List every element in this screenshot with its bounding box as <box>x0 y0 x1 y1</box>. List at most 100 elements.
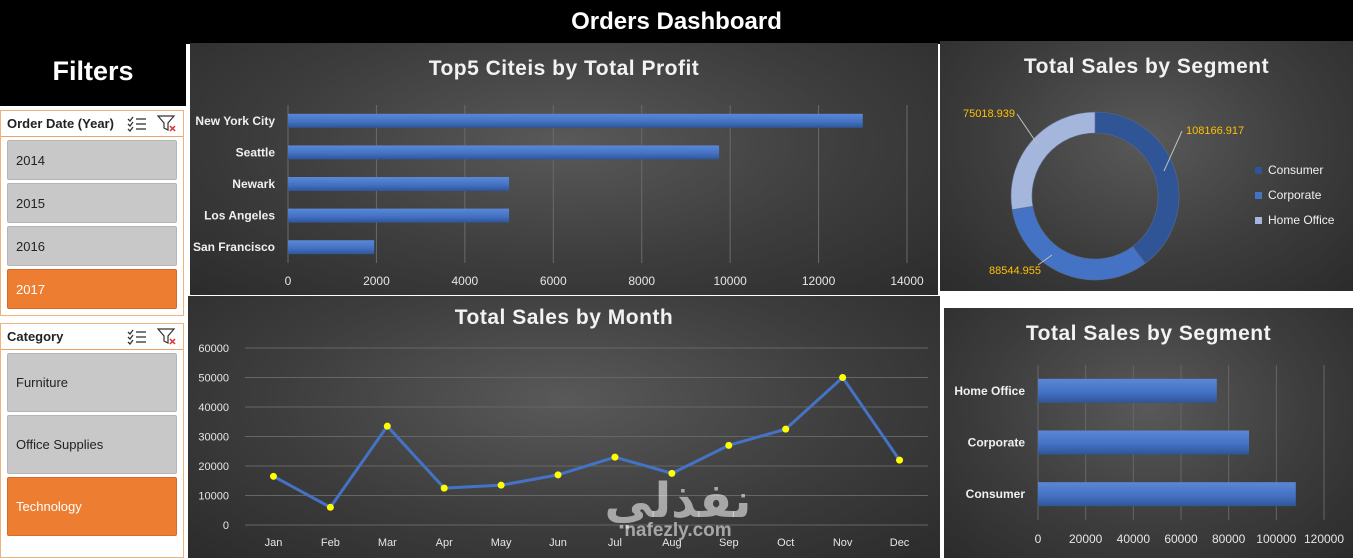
x-tick-label: Jan <box>265 537 283 549</box>
segment-bar-panel: Total Sales by Segment 0 20000 40000 60000 8… <box>944 308 1353 558</box>
line-point <box>725 441 733 449</box>
category-slicer-label: Category <box>7 329 64 344</box>
line-point <box>554 471 562 479</box>
y-tick-label: 30000 <box>198 432 229 444</box>
x-tick-label: 80000 <box>1212 532 1246 546</box>
slicer-item-2017[interactable]: 2017 <box>7 269 177 309</box>
y-tick-label: 50000 <box>198 373 229 385</box>
category-label: New York City <box>195 114 275 128</box>
x-tick-label: 40000 <box>1117 532 1151 546</box>
line-point <box>497 481 505 489</box>
slicer-item-2016[interactable]: 2016 <box>7 226 177 266</box>
x-tick-label: 14000 <box>890 274 924 288</box>
x-tick-label: Nov <box>833 537 853 549</box>
x-tick-label: Aug <box>662 537 682 549</box>
line-chart-title: Total Sales by Month <box>454 306 674 329</box>
x-tick-label: 8000 <box>628 274 655 288</box>
clear-filter-icon[interactable] <box>157 327 177 346</box>
slicer-item-2015[interactable]: 2015 <box>7 183 177 223</box>
category-label: Consumer <box>966 487 1026 501</box>
filters-title: Filters <box>0 44 186 106</box>
top5-cities-panel: Top5 Citeis by Total Profit 0 2000 4000 600… <box>190 43 938 295</box>
line-point <box>782 425 790 433</box>
bar <box>1038 482 1296 507</box>
donut-slice <box>1094 111 1180 264</box>
legend-label: Corporate <box>1268 188 1322 202</box>
category-label: Los Angeles <box>204 209 275 223</box>
data-label: 108166.917 <box>1186 125 1244 137</box>
bar <box>1038 430 1250 455</box>
line-point <box>611 453 619 461</box>
category-label: Home Office <box>954 384 1025 398</box>
category-slicer: Category Furniture Office Supplies Technol… <box>0 323 184 558</box>
line-point <box>839 374 847 381</box>
x-tick-label: May <box>491 537 512 549</box>
top5-chart-title: Top5 Citeis by Total Profit <box>428 57 700 80</box>
x-tick-label: Apr <box>436 537 453 549</box>
slicer-item-office-supplies[interactable]: Office Supplies <box>7 415 177 474</box>
x-tick-label: 6000 <box>540 274 567 288</box>
legend-swatch <box>1255 217 1262 224</box>
year-slicer: Order Date (Year) 2014 2015 2016 2017 <box>0 110 184 316</box>
x-tick-label: 2000 <box>363 274 390 288</box>
top5-cities-chart: 0 2000 4000 6000 8000 10000 12000 14000 New York… <box>193 105 924 288</box>
legend-swatch <box>1255 192 1262 199</box>
x-tick-label: Jun <box>549 537 567 549</box>
multi-select-icon[interactable] <box>127 328 147 346</box>
slicer-item-furniture[interactable]: Furniture <box>7 353 177 412</box>
multi-select-icon[interactable] <box>127 115 147 133</box>
y-tick-label: 20000 <box>198 461 229 473</box>
x-tick-label: Sep <box>719 537 739 549</box>
x-tick-label: Feb <box>321 537 340 549</box>
data-label: 75018.939 <box>963 108 1015 120</box>
line-point <box>896 456 904 464</box>
x-tick-label: Mar <box>378 537 397 549</box>
year-slicer-label: Order Date (Year) <box>7 116 114 131</box>
donut-slice <box>1010 111 1096 211</box>
legend-swatch <box>1255 167 1262 174</box>
leader-line <box>1016 113 1039 146</box>
bar <box>288 113 863 128</box>
y-tick-label: 10000 <box>198 491 229 503</box>
monthly-sales-panel: Total Sales by Month 0 10000 20000 30000 400… <box>188 296 940 558</box>
segment-donut-panel: Total Sales by Segment 108166.917 88544.9… <box>940 41 1353 291</box>
segbar-chart-title: Total Sales by Segment <box>1025 322 1272 345</box>
x-tick-label: 12000 <box>802 274 836 288</box>
line-point <box>326 503 334 511</box>
bar <box>288 208 510 223</box>
legend-label: Consumer <box>1268 163 1323 177</box>
bar <box>288 145 720 160</box>
category-slicer-header: Category <box>1 324 183 350</box>
leader-line <box>1037 254 1053 266</box>
legend-label: Home Office <box>1268 213 1335 227</box>
sales-line <box>272 376 901 509</box>
bar <box>288 177 510 191</box>
x-tick-label: Dec <box>890 537 910 549</box>
category-label: Newark <box>232 177 275 191</box>
year-slicer-header: Order Date (Year) <box>1 111 183 137</box>
segment-bar-chart: 0 20000 40000 60000 80000 100000 120000 Home Of… <box>954 365 1344 546</box>
x-tick-label: 0 <box>1035 532 1042 546</box>
segment-donut-chart: 108166.917 88544.955 75018.939 Consumer Corp… <box>963 108 1335 281</box>
y-tick-label: 0 <box>223 520 229 532</box>
x-tick-label: 20000 <box>1069 532 1103 546</box>
slicer-item-technology[interactable]: Technology <box>7 477 177 536</box>
dashboard-title: Orders Dashboard <box>0 0 1353 44</box>
line-point <box>440 484 448 492</box>
donut-chart-title: Total Sales by Segment <box>1023 55 1270 78</box>
category-label: Corporate <box>968 436 1026 450</box>
x-tick-label: 0 <box>285 274 292 288</box>
y-tick-label: 40000 <box>198 402 229 414</box>
category-label: San Francisco <box>193 240 275 254</box>
x-tick-label: 120000 <box>1304 532 1344 546</box>
data-label: 88544.955 <box>989 265 1041 277</box>
bar <box>1038 378 1217 403</box>
line-point <box>668 469 676 477</box>
clear-filter-icon[interactable] <box>157 114 177 133</box>
x-tick-label: Oct <box>777 537 794 549</box>
x-tick-label: 10000 <box>713 274 747 288</box>
slicer-item-2014[interactable]: 2014 <box>7 140 177 180</box>
x-tick-label: 4000 <box>452 274 479 288</box>
leader-line <box>1163 130 1183 172</box>
bar <box>288 240 375 255</box>
